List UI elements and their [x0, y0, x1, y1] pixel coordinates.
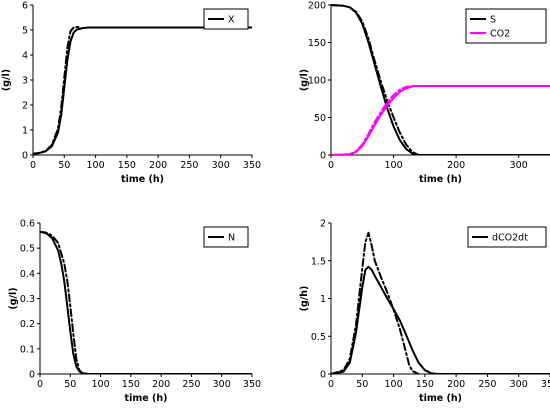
x-tick-label: 50 — [64, 379, 76, 390]
series-line-2-1 — [40, 230, 90, 374]
x-tick-label: 0 — [30, 160, 36, 171]
legend-box — [465, 8, 547, 44]
legend-label: X — [228, 15, 235, 26]
y-tick-label: 0.5 — [311, 332, 326, 343]
legend: X — [203, 8, 249, 30]
series-line-3-0 — [331, 265, 550, 374]
panel-substrate-co2: 0 100 200 300 0 50 100 150 200 time (h) (g/l) S CO2 — [299, 1, 550, 185]
x-tick-label: 200 — [447, 379, 465, 390]
y-tick-label: 0 — [320, 370, 326, 381]
x-tick-label: 150 — [118, 160, 136, 171]
series-group — [40, 230, 252, 374]
y-tick-label: 1 — [320, 294, 326, 305]
y-tick-label: 150 — [308, 38, 326, 49]
panel-x-biomass: 0 50 100 150 200 250 300 350 0 1 2 3 4 5 6 time (h) (g/l… — [1, 1, 261, 186]
y-axis-title: (g/l) — [1, 69, 12, 91]
x-tick-label: 0 — [328, 379, 334, 390]
y-tick-label: 2 — [320, 219, 326, 230]
series-line-1-2 — [331, 85, 550, 155]
x-tick-label: 300 — [213, 379, 231, 390]
series-line-1-1 — [331, 4, 426, 155]
x-axis-title: time (h) — [419, 393, 462, 404]
y-axis-title: (g/l) — [299, 69, 310, 91]
y-tick-label: 0.4 — [20, 269, 35, 280]
x-axis-title: time (h) — [125, 393, 168, 404]
series-line-2-0 — [40, 230, 252, 374]
y-tick-label: 3 — [22, 76, 28, 87]
x-tick-label: 350 — [541, 379, 550, 390]
x-axis-title: time (h) — [419, 174, 462, 185]
x-tick-label: 100 — [385, 379, 403, 390]
panel-nitrogen: 0 50 100 150 200 250 300 350 0 0.1 0.2 0.3 0.4 0.5 0.6… — [8, 219, 261, 405]
x-tick-label: 300 — [212, 160, 230, 171]
legend: N — [203, 226, 249, 248]
x-tick-label: 300 — [510, 160, 528, 171]
y-tick-label: 0.2 — [20, 319, 35, 330]
legend-box — [203, 8, 249, 30]
x-tick-label: 0 — [328, 160, 334, 171]
y-tick-label: 1 — [22, 126, 28, 137]
y-axis-title: (g/h) — [299, 286, 310, 312]
y-tick-label: 1.5 — [311, 256, 326, 267]
x-tick-label: 300 — [510, 379, 528, 390]
series-line-1-3 — [331, 85, 420, 155]
series-group — [33, 26, 252, 155]
x-tick-label: 50 — [356, 379, 368, 390]
x-tick-label: 150 — [416, 379, 434, 390]
legend: dCO2dt — [467, 226, 547, 248]
y-tick-label: 200 — [308, 1, 326, 12]
y-tick-label: 0.6 — [20, 219, 35, 230]
y-tick-label: 0 — [29, 370, 35, 381]
series-group — [331, 231, 550, 374]
y-tick-label: 5 — [22, 26, 28, 37]
y-tick-label: 0.1 — [20, 344, 35, 355]
y-tick-label: 0.3 — [20, 294, 35, 305]
series-line-3-1 — [331, 231, 420, 374]
legend: S CO2 — [465, 8, 547, 44]
panel-co2-rate: 0 50 100 150 200 250 300 350 0 0.5 1 1.5 2 time (h) (g… — [299, 219, 550, 404]
x-axis-title: time (h) — [121, 174, 164, 185]
legend-label: CO2 — [490, 29, 510, 40]
x-tick-label: 200 — [447, 160, 465, 171]
y-tick-label: 4 — [22, 51, 28, 62]
series-group — [331, 4, 550, 155]
x-tick-label: 200 — [149, 160, 167, 171]
x-tick-label: 350 — [243, 160, 261, 171]
x-tick-label: 250 — [478, 379, 496, 390]
y-tick-label: 2 — [22, 101, 28, 112]
x-tick-label: 250 — [180, 160, 198, 171]
y-tick-label: 0.5 — [20, 244, 35, 255]
y-tick-label: 6 — [22, 1, 28, 12]
series-line-0-0 — [33, 26, 252, 155]
y-tick-label: 100 — [308, 76, 326, 87]
legend-label: S — [490, 15, 496, 26]
x-tick-label: 0 — [37, 379, 43, 390]
legend-box — [203, 226, 249, 248]
x-tick-label: 200 — [152, 379, 170, 390]
x-tick-label: 50 — [58, 160, 70, 171]
legend-label: N — [228, 233, 235, 244]
x-tick-label: 350 — [243, 379, 261, 390]
x-tick-label: 150 — [122, 379, 140, 390]
x-tick-label: 100 — [92, 379, 110, 390]
x-tick-label: 100 — [385, 160, 403, 171]
y-axis-title: (g/l) — [8, 287, 19, 309]
x-tick-label: 250 — [182, 379, 200, 390]
y-tick-label: 0 — [22, 151, 28, 162]
legend-label: dCO2dt — [492, 233, 528, 244]
y-tick-label: 0 — [320, 151, 326, 162]
x-tick-label: 100 — [87, 160, 105, 171]
legend-box — [467, 226, 547, 248]
series-line-0-1 — [33, 26, 81, 155]
y-tick-label: 50 — [314, 113, 326, 124]
